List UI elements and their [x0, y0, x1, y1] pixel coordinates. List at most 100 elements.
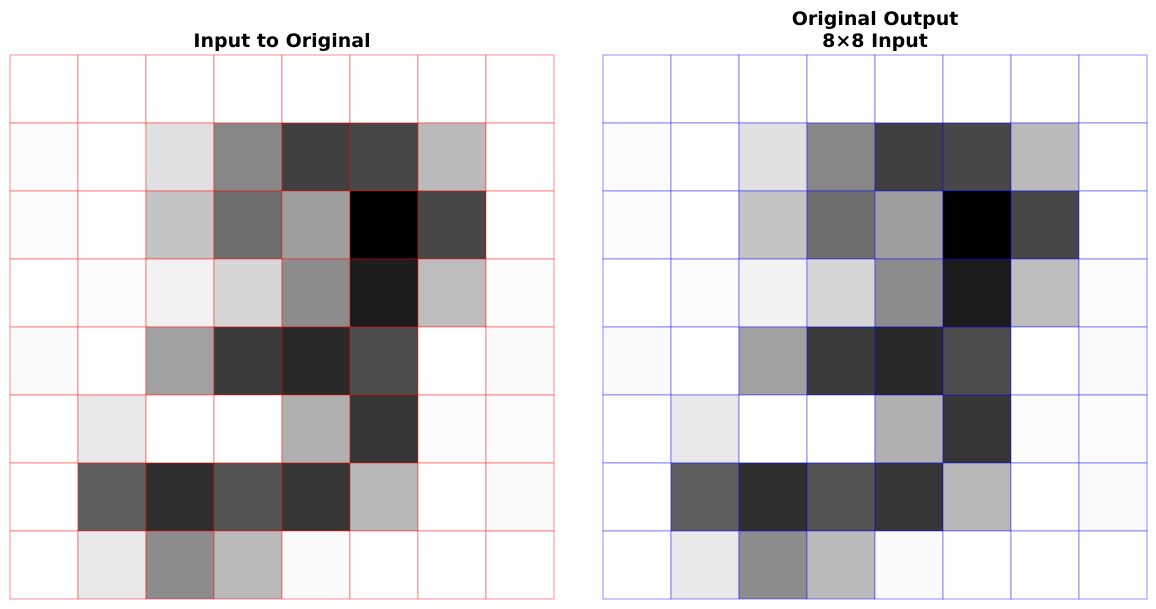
right-heatmap-cell-r3-c3: [806, 258, 876, 328]
right-heatmap-cell-r7-c2: [738, 530, 808, 600]
right-heatmap-cell-r2-c1: [670, 190, 740, 260]
right-heatmap-cell-r5-c7: [1078, 394, 1148, 464]
left-heatmap-cell-r3-c3: [213, 258, 283, 328]
left-heatmap-cell-r3-c1: [77, 258, 147, 328]
left-heatmap-cell-r7-c2: [145, 530, 215, 600]
left-heatmap-cell-r2-c4: [281, 190, 351, 260]
right-heatmap-cell-r3-c2: [738, 258, 808, 328]
right-heatmap-cell-r0-c6: [1010, 54, 1080, 124]
right-heatmap-cell-r7-c3: [806, 530, 876, 600]
right-heatmap-cell-r0-c5: [942, 54, 1012, 124]
right-heatmap-cell-r3-c7: [1078, 258, 1148, 328]
left-heatmap-cell-r7-c7: [485, 530, 555, 600]
right-heatmap-cell-r0-c7: [1078, 54, 1148, 124]
left-heatmap-cell-r4-c2: [145, 326, 215, 396]
left-heatmap-cell-r4-c7: [485, 326, 555, 396]
right-heatmap-cell-r5-c2: [738, 394, 808, 464]
left-heatmap: [9, 54, 555, 600]
left-heatmap-cell-r0-c0: [9, 54, 79, 124]
right-heatmap-cell-r3-c5: [942, 258, 1012, 328]
left-heatmap-cell-r6-c2: [145, 462, 215, 532]
left-heatmap-cell-r2-c3: [213, 190, 283, 260]
left-heatmap-cell-r1-c4: [281, 122, 351, 192]
right-heatmap-cell-r0-c0: [602, 54, 672, 124]
left-heatmap-cell-r6-c3: [213, 462, 283, 532]
right-heatmap-cell-r2-c0: [602, 190, 672, 260]
left-heatmap-cell-r5-c3: [213, 394, 283, 464]
left-heatmap-cell-r7-c3: [213, 530, 283, 600]
left-heatmap-cell-r4-c6: [417, 326, 487, 396]
right-heatmap-cell-r2-c5: [942, 190, 1012, 260]
right-heatmap-cell-r6-c5: [942, 462, 1012, 532]
right-heatmap-cell-r4-c7: [1078, 326, 1148, 396]
right-chart-title: Original Output 8×8 Input: [603, 8, 1147, 52]
right-heatmap-cell-r1-c3: [806, 122, 876, 192]
right-chart-title-line-1: Original Output: [791, 8, 959, 30]
left-heatmap-cell-r1-c7: [485, 122, 555, 192]
left-heatmap-cell-r5-c6: [417, 394, 487, 464]
right-heatmap-cell-r6-c2: [738, 462, 808, 532]
right-chart-title-line-2: 8×8 Input: [822, 30, 928, 52]
right-heatmap-cell-r3-c0: [602, 258, 672, 328]
right-heatmap-cell-r2-c2: [738, 190, 808, 260]
left-heatmap-cell-r3-c4: [281, 258, 351, 328]
right-heatmap-cell-r5-c1: [670, 394, 740, 464]
left-heatmap-cell-r7-c4: [281, 530, 351, 600]
left-heatmap-cell-r2-c6: [417, 190, 487, 260]
left-heatmap-cell-r5-c2: [145, 394, 215, 464]
left-heatmap-cell-r3-c6: [417, 258, 487, 328]
right-heatmap-cell-r1-c6: [1010, 122, 1080, 192]
right-heatmap-cell-r4-c0: [602, 326, 672, 396]
right-heatmap-cell-r1-c2: [738, 122, 808, 192]
left-heatmap-cell-r7-c6: [417, 530, 487, 600]
right-heatmap-cell-r7-c4: [874, 530, 944, 600]
right-heatmap-cell-r4-c1: [670, 326, 740, 396]
left-heatmap-cell-r0-c1: [77, 54, 147, 124]
right-heatmap-cell-r1-c1: [670, 122, 740, 192]
right-heatmap: [602, 54, 1148, 600]
left-heatmap-cell-r7-c1: [77, 530, 147, 600]
right-heatmap-cell-r3-c6: [1010, 258, 1080, 328]
left-heatmap-cell-r4-c1: [77, 326, 147, 396]
left-heatmap-cell-r3-c0: [9, 258, 79, 328]
left-heatmap-cell-r0-c6: [417, 54, 487, 124]
left-heatmap-cell-r3-c2: [145, 258, 215, 328]
right-heatmap-cell-r0-c4: [874, 54, 944, 124]
right-heatmap-cell-r3-c1: [670, 258, 740, 328]
left-heatmap-cell-r6-c4: [281, 462, 351, 532]
left-heatmap-cell-r4-c5: [349, 326, 419, 396]
left-heatmap-cell-r5-c5: [349, 394, 419, 464]
left-heatmap-cell-r2-c5: [349, 190, 419, 260]
right-heatmap-cell-r5-c0: [602, 394, 672, 464]
right-heatmap-cell-r6-c7: [1078, 462, 1148, 532]
right-heatmap-cell-r7-c5: [942, 530, 1012, 600]
left-heatmap-cell-r7-c5: [349, 530, 419, 600]
left-heatmap-cell-r6-c1: [77, 462, 147, 532]
left-heatmap-cell-r2-c2: [145, 190, 215, 260]
right-heatmap-cell-r1-c5: [942, 122, 1012, 192]
left-heatmap-cell-r4-c0: [9, 326, 79, 396]
left-heatmap-cell-r5-c0: [9, 394, 79, 464]
left-heatmap-cell-r6-c7: [485, 462, 555, 532]
left-heatmap-cell-r2-c1: [77, 190, 147, 260]
left-heatmap-cell-r1-c0: [9, 122, 79, 192]
right-heatmap-cell-r7-c6: [1010, 530, 1080, 600]
left-heatmap-cell-r6-c6: [417, 462, 487, 532]
left-heatmap-cell-r6-c5: [349, 462, 419, 532]
right-heatmap-cell-r3-c4: [874, 258, 944, 328]
right-heatmap-cell-r4-c4: [874, 326, 944, 396]
right-heatmap-cell-r2-c4: [874, 190, 944, 260]
right-heatmap-cell-r7-c0: [602, 530, 672, 600]
left-heatmap-cell-r1-c2: [145, 122, 215, 192]
left-heatmap-cell-r0-c7: [485, 54, 555, 124]
right-heatmap-cell-r6-c4: [874, 462, 944, 532]
right-heatmap-cell-r5-c6: [1010, 394, 1080, 464]
right-heatmap-cell-r6-c0: [602, 462, 672, 532]
right-heatmap-cell-r2-c3: [806, 190, 876, 260]
right-heatmap-cell-r5-c4: [874, 394, 944, 464]
left-heatmap-cell-r4-c4: [281, 326, 351, 396]
left-heatmap-cell-r1-c1: [77, 122, 147, 192]
right-heatmap-cell-r1-c7: [1078, 122, 1148, 192]
left-heatmap-cell-r3-c5: [349, 258, 419, 328]
right-heatmap-cell-r4-c5: [942, 326, 1012, 396]
